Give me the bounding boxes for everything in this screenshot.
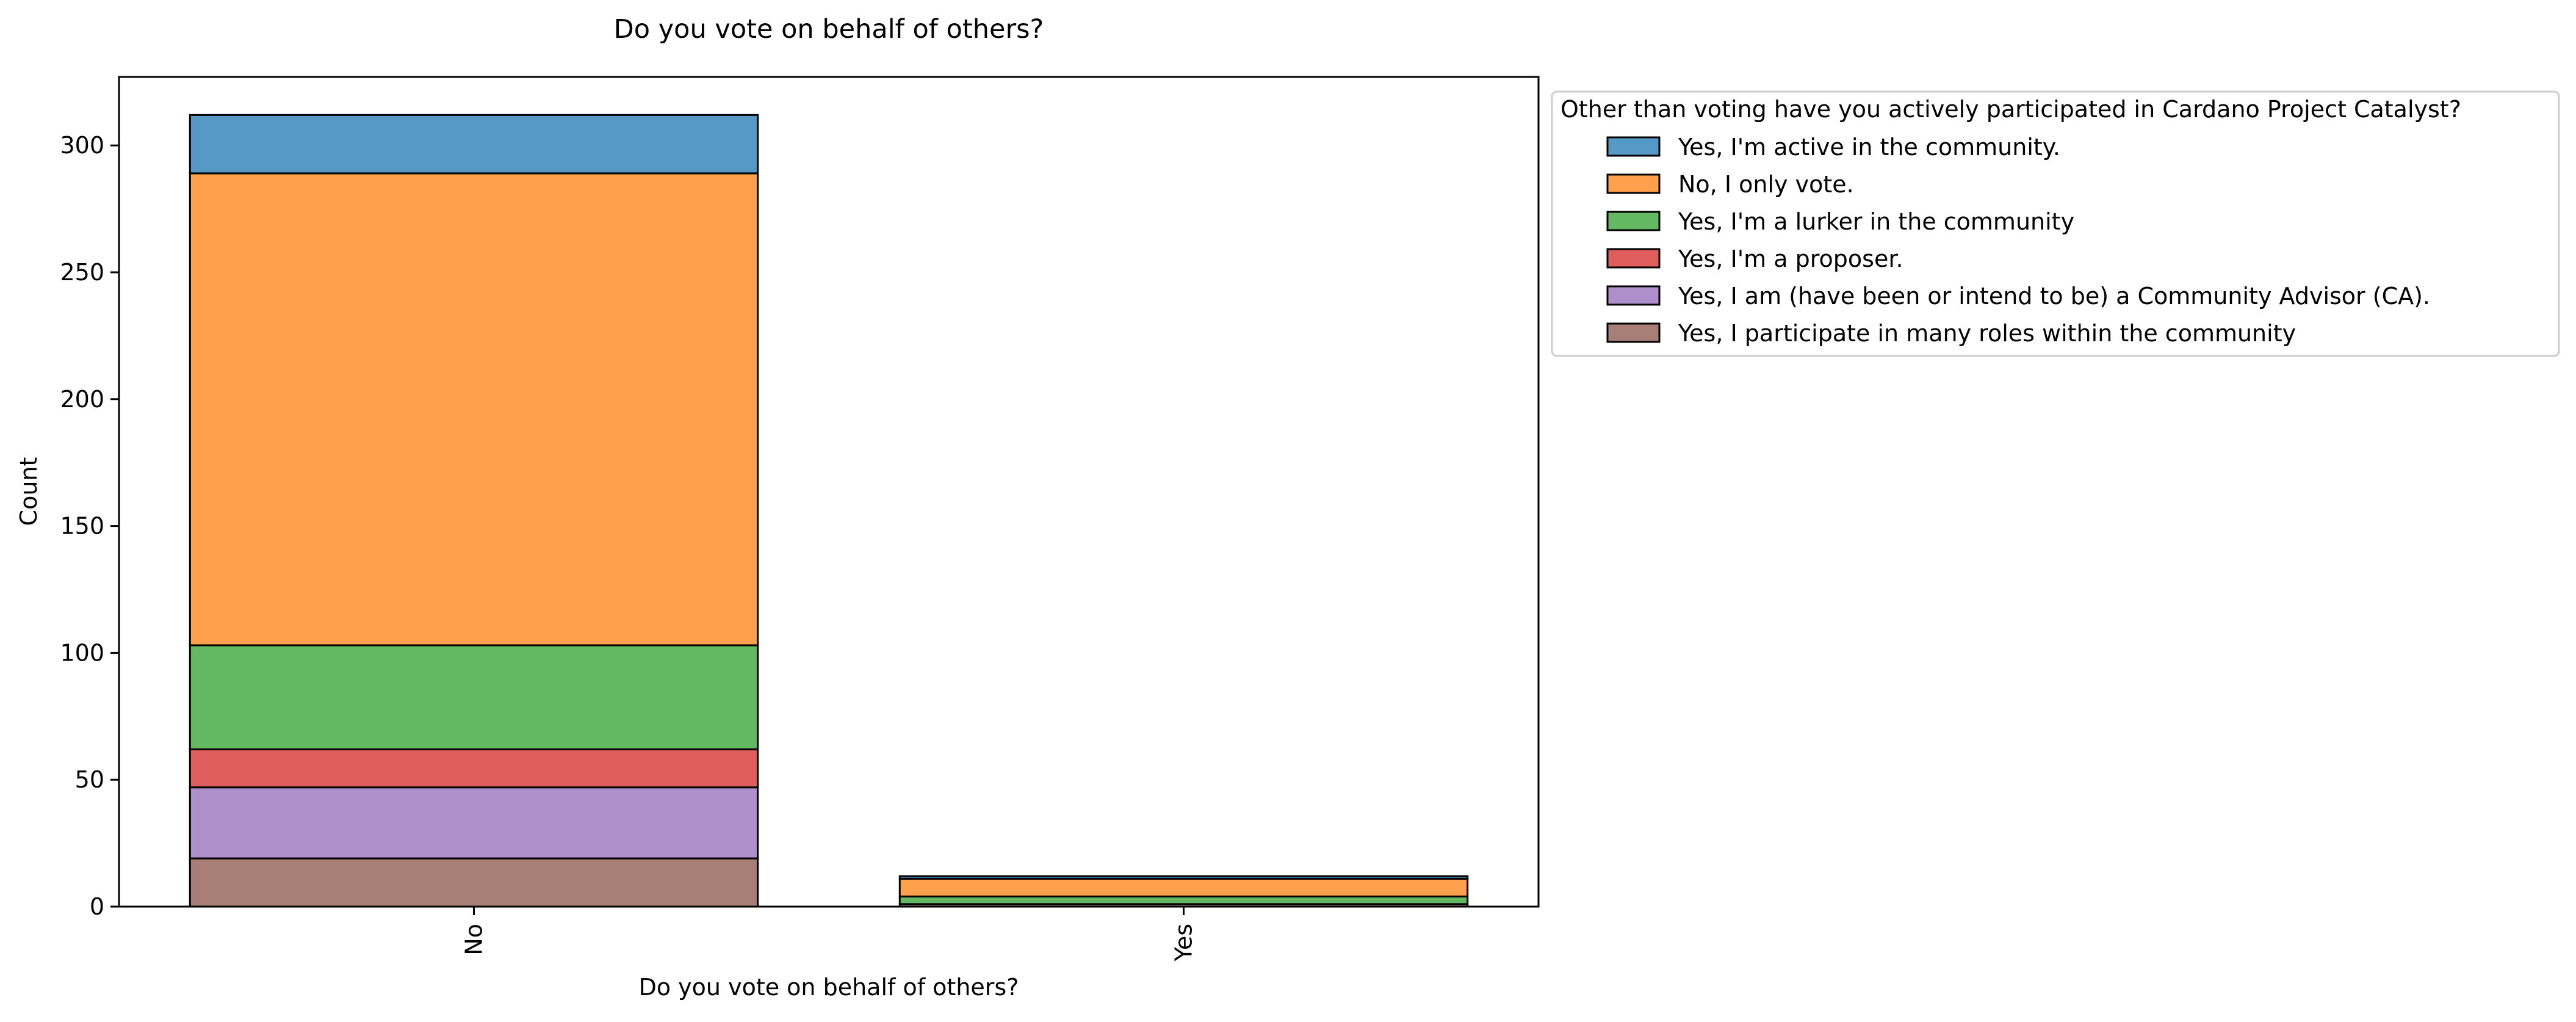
bar-segment-no-series-2 — [189, 748, 759, 789]
y-tick-label: 50 — [75, 766, 104, 793]
bar-segment-yes-series-3 — [898, 895, 1469, 905]
bar-segment-yes-series-4 — [898, 877, 1469, 897]
legend-label: Yes, I am (have been or intend to be) a … — [1678, 283, 2430, 310]
legend-swatch — [1606, 136, 1661, 157]
legend-box — [1551, 90, 2560, 357]
legend-swatch — [1606, 322, 1661, 343]
y-tick-label: 200 — [60, 386, 104, 413]
legend-swatch — [1606, 248, 1661, 269]
bar-segment-no-series-3 — [189, 644, 759, 750]
legend-entries: Yes, I'm active in the community. No, I o… — [1606, 134, 2430, 347]
legend-label: Yes, I participate in many roles within … — [1678, 320, 2296, 347]
chart-title: Do you vote on behalf of others? — [614, 14, 1044, 45]
bar-segment-no-series-1 — [189, 786, 759, 860]
y-tick-label: 150 — [60, 513, 104, 540]
y-tick-label: 250 — [60, 259, 104, 286]
x-tick-label: No — [461, 924, 488, 955]
x-tick-label: Yes — [1171, 924, 1197, 962]
y-axis-ticks: 0 50 100 150 200 250 300 — [60, 132, 119, 920]
legend-label: Yes, I'm a proposer. — [1678, 245, 1903, 272]
legend-swatch — [1606, 285, 1661, 306]
bar-segment-no-series-4 — [189, 172, 759, 647]
bar-segment-yes-series-5 — [898, 875, 1469, 880]
legend-label: Yes, I'm a lurker in the community — [1678, 208, 2074, 235]
legend-label: Yes, I'm active in the community. — [1678, 134, 2060, 161]
bar-segment-no-series-0 — [189, 857, 759, 908]
y-tick-label: 100 — [60, 639, 104, 666]
legend-label: No, I only vote. — [1678, 171, 1854, 198]
legend-title: Other than voting have you actively part… — [1560, 96, 2461, 123]
bar-segment-no-series-5 — [189, 114, 759, 175]
y-axis-label: Count — [15, 457, 42, 526]
legend-swatch — [1606, 173, 1661, 194]
legend-swatch — [1606, 211, 1661, 231]
x-axis-label: Do you vote on behalf of others? — [639, 974, 1019, 1001]
y-tick-label: 0 — [90, 893, 104, 920]
bars-layer — [189, 114, 1469, 908]
plot-frame — [118, 76, 1540, 908]
y-tick-label: 300 — [60, 132, 104, 159]
legend: Other than voting have you actively part… — [1551, 90, 2560, 357]
x-axis-ticks: No Yes — [461, 907, 1197, 962]
